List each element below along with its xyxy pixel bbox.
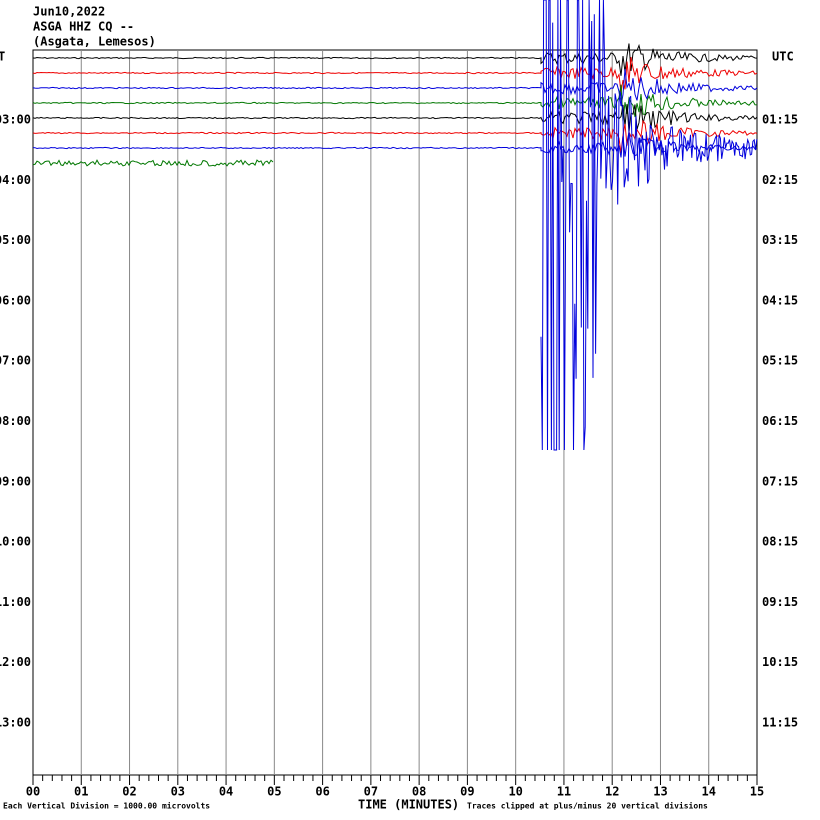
left-time-label: 13:00 bbox=[0, 716, 31, 730]
left-zone: T bbox=[0, 50, 5, 64]
trace bbox=[32, 57, 758, 93]
right-zone: UTC bbox=[772, 50, 794, 64]
x-tick-label: 02 bbox=[122, 785, 136, 799]
x-tick-label: 03 bbox=[171, 785, 185, 799]
x-tick-label: 15 bbox=[750, 785, 764, 799]
left-time-label: 06:00 bbox=[0, 293, 31, 307]
header-station: ASGA HHZ CQ -- bbox=[33, 20, 134, 34]
trace bbox=[32, 132, 758, 158]
trace bbox=[32, 119, 758, 153]
trace bbox=[32, 84, 758, 122]
right-time-label: 04:15 bbox=[762, 293, 798, 307]
x-tick-label: 05 bbox=[267, 785, 281, 799]
header-date: Jun10,2022 bbox=[33, 5, 105, 19]
right-time-label: 09:15 bbox=[762, 595, 798, 609]
right-time-label: 07:15 bbox=[762, 474, 798, 488]
left-time-label: 07:00 bbox=[0, 354, 31, 368]
right-time-label: 05:15 bbox=[762, 354, 798, 368]
axis-title: TIME (MINUTES) bbox=[358, 798, 459, 812]
x-tick-label: 09 bbox=[460, 785, 474, 799]
x-tick-label: 01 bbox=[74, 785, 88, 799]
scale-note: Each Vertical Division = 1000.00 microvo… bbox=[3, 801, 210, 811]
x-tick-label: 10 bbox=[508, 785, 522, 799]
right-time-label: 10:15 bbox=[762, 655, 798, 669]
header-location: (Asgata, Lemesos) bbox=[33, 35, 156, 49]
x-tick-label: 08 bbox=[412, 785, 426, 799]
left-time-label: 08:00 bbox=[0, 414, 31, 428]
x-tick-label: 04 bbox=[219, 785, 233, 799]
x-tick-label: 13 bbox=[653, 785, 667, 799]
right-time-label: 02:15 bbox=[762, 173, 798, 187]
trace bbox=[32, 43, 758, 76]
x-tick-label: 00 bbox=[26, 785, 40, 799]
left-time-label: 10:00 bbox=[0, 535, 31, 549]
quake-trace bbox=[540, 0, 758, 451]
left-time-label: 12:00 bbox=[0, 655, 31, 669]
right-time-label: 06:15 bbox=[762, 414, 798, 428]
right-time-label: 11:15 bbox=[762, 716, 798, 730]
left-time-label: 05:00 bbox=[0, 233, 31, 247]
left-time-label: 09:00 bbox=[0, 474, 31, 488]
x-tick-label: 07 bbox=[364, 785, 378, 799]
x-tick-label: 11 bbox=[557, 785, 571, 799]
left-time-label: 04:00 bbox=[0, 173, 31, 187]
clip-note: Traces clipped at plus/minus 20 vertical… bbox=[467, 801, 708, 811]
trace bbox=[32, 159, 274, 167]
trace bbox=[32, 68, 758, 107]
x-tick-label: 12 bbox=[605, 785, 619, 799]
left-time-label: 03:00 bbox=[0, 113, 31, 127]
x-tick-label: 14 bbox=[702, 785, 716, 799]
right-time-label: 01:15 bbox=[762, 113, 798, 127]
left-time-label: 11:00 bbox=[0, 595, 31, 609]
plot-frame bbox=[32, 49, 758, 776]
right-time-label: 08:15 bbox=[762, 535, 798, 549]
x-tick-label: 06 bbox=[315, 785, 329, 799]
right-time-label: 03:15 bbox=[762, 233, 798, 247]
